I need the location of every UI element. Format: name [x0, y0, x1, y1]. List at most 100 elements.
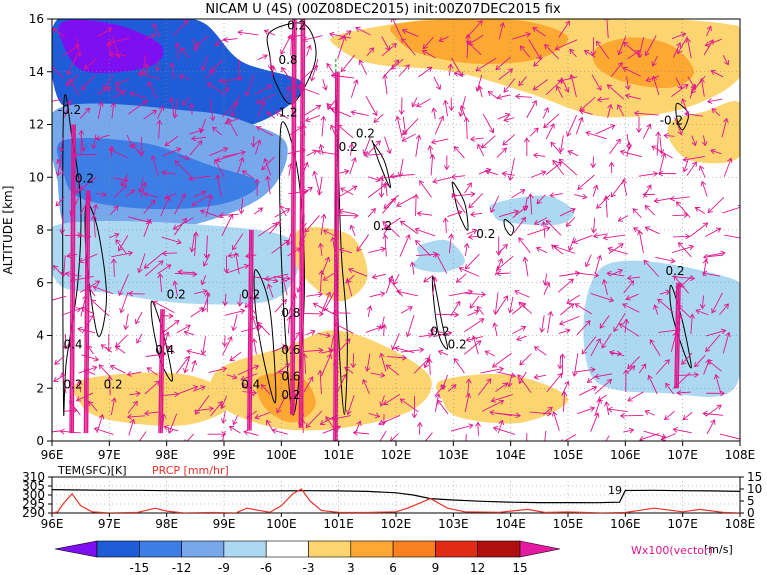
- wind-vector: [245, 74, 255, 96]
- wind-vector: [353, 432, 370, 435]
- wind-vector-head: [407, 306, 413, 312]
- colorbar-swatch-5: [308, 540, 352, 558]
- wind-vector: [463, 292, 486, 296]
- wind-vector: [84, 58, 97, 70]
- wind-vector-head: [585, 130, 591, 137]
- wind-vector: [167, 345, 175, 354]
- wind-vector: [497, 244, 508, 254]
- wind-vector-head: [382, 220, 388, 227]
- sub-x-tick-label-107E: 107E: [667, 517, 698, 531]
- wind-vector-head: [571, 371, 578, 377]
- wind-vector-head: [197, 140, 203, 146]
- wind-vector-head: [304, 116, 311, 123]
- wind-vector-head: [285, 240, 292, 247]
- wind-vector: [546, 220, 562, 236]
- wind-vector-head: [533, 219, 540, 225]
- wind-vector: [340, 187, 354, 196]
- wind-vector-head: [551, 244, 557, 250]
- wind-vector-head: [325, 291, 332, 297]
- wind-vector-head: [542, 280, 549, 286]
- wind-vector: [207, 83, 226, 96]
- wind-vector-head: [617, 62, 623, 68]
- wind-vector-head: [426, 66, 433, 72]
- wind-vector-head: [190, 135, 197, 142]
- wind-vector: [219, 78, 240, 82]
- wind-vector-head: [267, 64, 274, 71]
- wind-vector-head: [284, 363, 291, 369]
- wind-vector-head: [575, 270, 581, 277]
- wind-vector: [138, 253, 146, 273]
- wind-vector: [402, 29, 419, 37]
- wind-vector: [302, 349, 323, 352]
- wind-vector-head: [200, 385, 206, 391]
- wind-vector: [707, 359, 722, 372]
- wind-vector-head: [567, 245, 574, 252]
- wind-vector: [706, 26, 712, 36]
- wind-vector: [652, 55, 658, 67]
- wind-vector: [238, 59, 241, 81]
- wind-vector: [208, 367, 227, 373]
- wind-vector: [511, 303, 526, 315]
- wind-vector: [695, 207, 706, 214]
- wind-vector-head: [645, 76, 651, 83]
- wind-vector: [671, 276, 695, 280]
- wind-vector-head: [164, 141, 170, 147]
- wind-vector: [214, 159, 225, 178]
- wind-vector-head: [533, 374, 539, 380]
- wind-vector: [566, 114, 578, 137]
- wind-vector-head: [642, 191, 648, 198]
- wind-vector: [127, 371, 142, 376]
- wind-vector-head: [707, 207, 713, 214]
- wind-vector-head: [427, 144, 434, 151]
- wind-vector-head: [653, 197, 659, 204]
- wind-vector-head: [688, 244, 695, 251]
- wind-vector: [463, 340, 482, 355]
- vector-shaft-5: [86, 190, 91, 434]
- wind-vector-head: [207, 194, 214, 200]
- wind-vector-head: [356, 246, 362, 252]
- wind-vector: [435, 252, 448, 274]
- wind-vector-head: [232, 374, 238, 380]
- wind-vector-head: [572, 238, 578, 244]
- wind-vector-head: [627, 396, 633, 402]
- wind-vector: [229, 351, 242, 361]
- shaded-wind-field: [52, 19, 740, 431]
- wind-vector-head: [592, 232, 599, 239]
- wind-vector-head: [215, 174, 221, 180]
- wind-vector: [674, 117, 683, 135]
- wind-vector-head: [543, 107, 550, 113]
- wind-vector: [464, 393, 470, 413]
- wind-vector-head: [76, 380, 83, 386]
- wind-vector: [675, 77, 683, 89]
- x-tick-label-101E: 101E: [323, 448, 354, 462]
- wind-vector: [97, 27, 113, 37]
- wind-vector-head: [92, 285, 98, 291]
- wind-vector: [671, 84, 689, 98]
- wind-vector: [528, 39, 542, 60]
- wind-vector: [52, 27, 66, 38]
- wind-vector: [719, 433, 740, 440]
- wind-vector: [464, 318, 485, 333]
- wind-vector: [575, 303, 593, 315]
- contour-label-3: 0.2: [75, 172, 94, 186]
- wind-vector-head: [223, 36, 229, 43]
- wind-vector: [576, 320, 591, 336]
- wind-vector-head: [447, 63, 454, 69]
- wind-vector-head: [536, 54, 542, 60]
- wind-vector-head: [115, 52, 121, 59]
- wind-vector-head: [495, 270, 502, 277]
- wind-vector-head: [489, 127, 495, 134]
- wind-vector-head: [306, 44, 312, 51]
- wind-vector: [465, 253, 480, 270]
- vector-shaft-5: [83, 190, 88, 434]
- wind-vector-head: [318, 347, 324, 354]
- wind-vector-head: [209, 116, 216, 122]
- wind-vector: [400, 306, 413, 314]
- wind-vector: [512, 326, 526, 334]
- wind-vector: [194, 290, 208, 295]
- chart-title: NICAM U (4S) (00Z08DEC2015) init:00Z07DE…: [205, 2, 561, 17]
- wind-vector: [597, 98, 610, 101]
- wind-vector-head: [519, 189, 526, 195]
- wind-vector-head: [307, 186, 313, 192]
- wind-vector: [161, 148, 181, 157]
